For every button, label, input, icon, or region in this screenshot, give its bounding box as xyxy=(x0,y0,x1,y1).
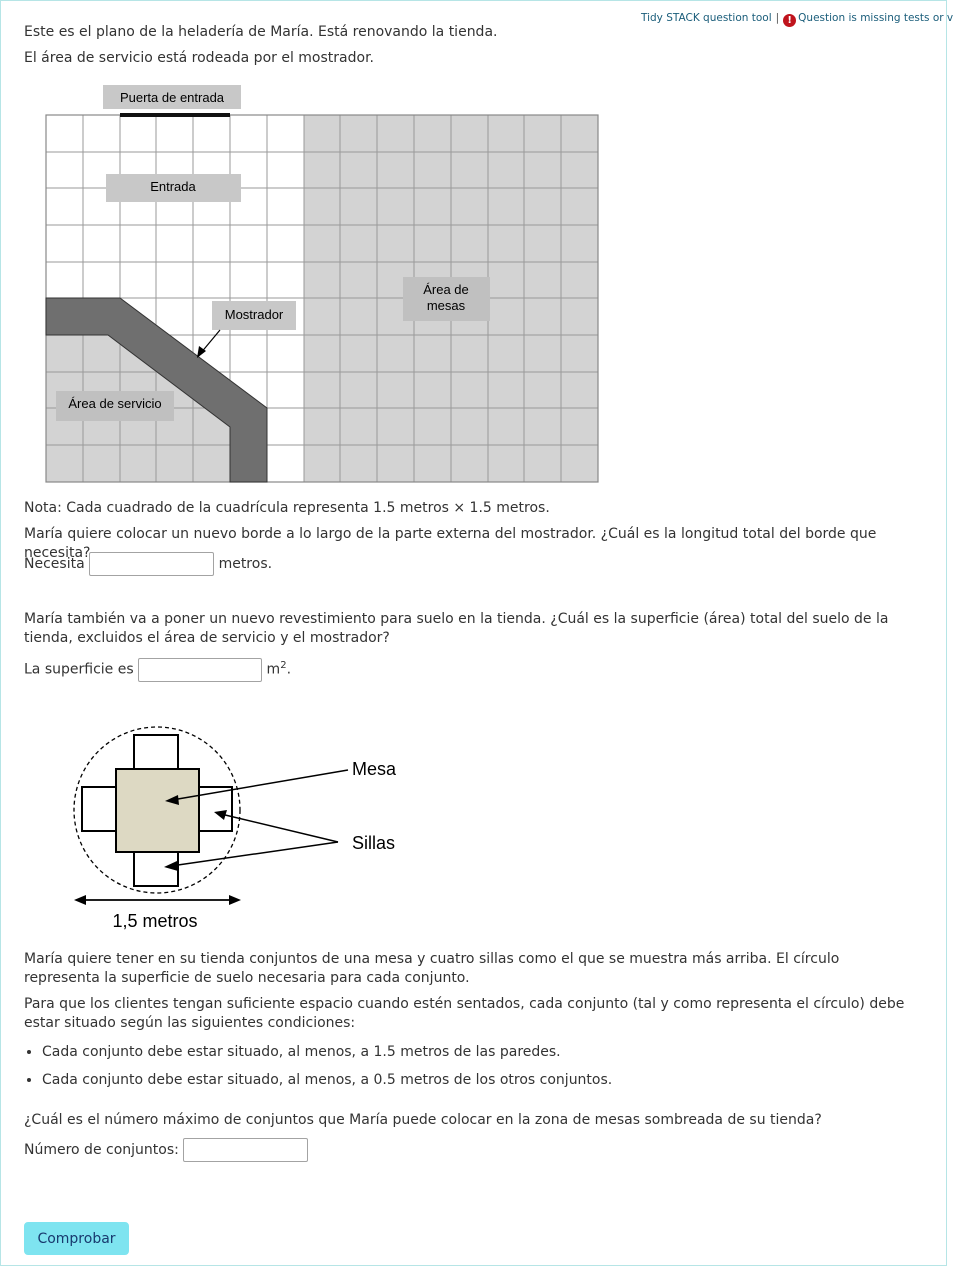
mesa-pointer-line xyxy=(171,769,349,801)
q3-question: ¿Cuál es el número máximo de conjuntos q… xyxy=(24,1112,822,1128)
service-label: Área de servicio xyxy=(68,396,161,411)
check-button[interactable]: Comprobar xyxy=(24,1222,129,1255)
tables-label-box xyxy=(403,277,490,321)
table-set-figure: Mesa Sillas 1,5 metros xyxy=(73,726,397,931)
chair-top xyxy=(133,734,179,771)
floor-space-circle xyxy=(73,726,241,894)
counter-label-box xyxy=(212,301,296,330)
counter-label: Mostrador xyxy=(225,307,284,322)
q2-suffix: . xyxy=(286,661,292,678)
q3-sets-input[interactable] xyxy=(183,1138,309,1162)
q1-prefix: Necesita xyxy=(24,556,85,572)
sillas-pointer-line-1 xyxy=(220,813,339,843)
q3-prefix: Número de conjuntos: xyxy=(24,1142,179,1158)
table-square xyxy=(115,768,200,853)
door-label-box xyxy=(103,85,241,109)
question-toolbar: Tidy STACK question tool |! Question is mi… xyxy=(641,12,953,27)
measure-label: 1,5 metros xyxy=(112,911,197,931)
measure-arrowhead-left xyxy=(74,895,86,905)
sillas-label: Sillas xyxy=(352,833,395,853)
q1-length-input[interactable] xyxy=(89,552,215,576)
intro-line-1: Este es el plano de la heladería de Marí… xyxy=(24,24,498,40)
measure-arrowhead-right xyxy=(229,895,241,905)
condition-item: Cada conjunto debe estar situado, al men… xyxy=(42,1071,922,1090)
intro-line-2: El área de servicio está rodeada por el … xyxy=(24,50,374,66)
counter-pointer-arrowhead xyxy=(197,346,206,358)
grid-lines xyxy=(46,115,598,482)
q3-paragraph-2: Para que los clientes tengan suficiente … xyxy=(24,996,905,1031)
tidy-stack-link[interactable]: Tidy STACK question tool xyxy=(641,12,772,24)
shop-floor-plan: Puerta de entrada Entrada Mostrador Área… xyxy=(45,85,599,483)
entrance-label: Entrada xyxy=(150,179,196,194)
tables-label-line2: mesas xyxy=(427,298,466,313)
q1-answer-line: Necesita metros. xyxy=(24,552,272,576)
sillas-pointer-line-2 xyxy=(170,841,339,867)
exclamation-circle-icon: ! xyxy=(783,14,797,27)
q1-text: María quiere colocar un nuevo borde a lo… xyxy=(24,526,877,561)
toolbar-separator: | xyxy=(775,12,780,24)
tables-label-line1: Área de xyxy=(423,282,469,297)
sillas-pointer-arrowhead-2 xyxy=(164,861,178,871)
q1-suffix: metros. xyxy=(218,556,273,572)
sillas-pointer-arrowhead-1 xyxy=(214,810,227,820)
door-label: Puerta de entrada xyxy=(120,90,225,105)
q2-unit-exponent: 2 xyxy=(280,660,287,671)
entrance-label-box xyxy=(106,174,241,202)
q3-answer-line: Número de conjuntos: xyxy=(24,1138,309,1162)
q3-conditions-list: Cada conjunto debe estar situado, al men… xyxy=(24,1043,922,1099)
chair-right xyxy=(197,786,233,832)
q2-answer-line: La superficie es m2. xyxy=(24,656,291,682)
q2-unit: m xyxy=(266,661,281,678)
service-label-box xyxy=(56,391,174,421)
q3-paragraph-1: María quiere tener en su tienda conjunto… xyxy=(24,951,840,986)
chair-left xyxy=(81,786,118,832)
grid-note: Nota: Cada cuadrado de la cuadrícula rep… xyxy=(24,500,550,516)
q2-prefix: La superficie es xyxy=(24,661,134,678)
missing-tests-link[interactable]: Question is missing tests or variants xyxy=(798,12,953,24)
mesa-label: Mesa xyxy=(352,759,397,779)
q2-area-input[interactable] xyxy=(138,657,263,682)
condition-item: Cada conjunto debe estar situado, al men… xyxy=(42,1043,922,1062)
q2-text: María también va a poner un nuevo revest… xyxy=(24,611,889,646)
counter-shape xyxy=(45,297,268,483)
mesa-pointer-arrowhead xyxy=(165,795,179,805)
